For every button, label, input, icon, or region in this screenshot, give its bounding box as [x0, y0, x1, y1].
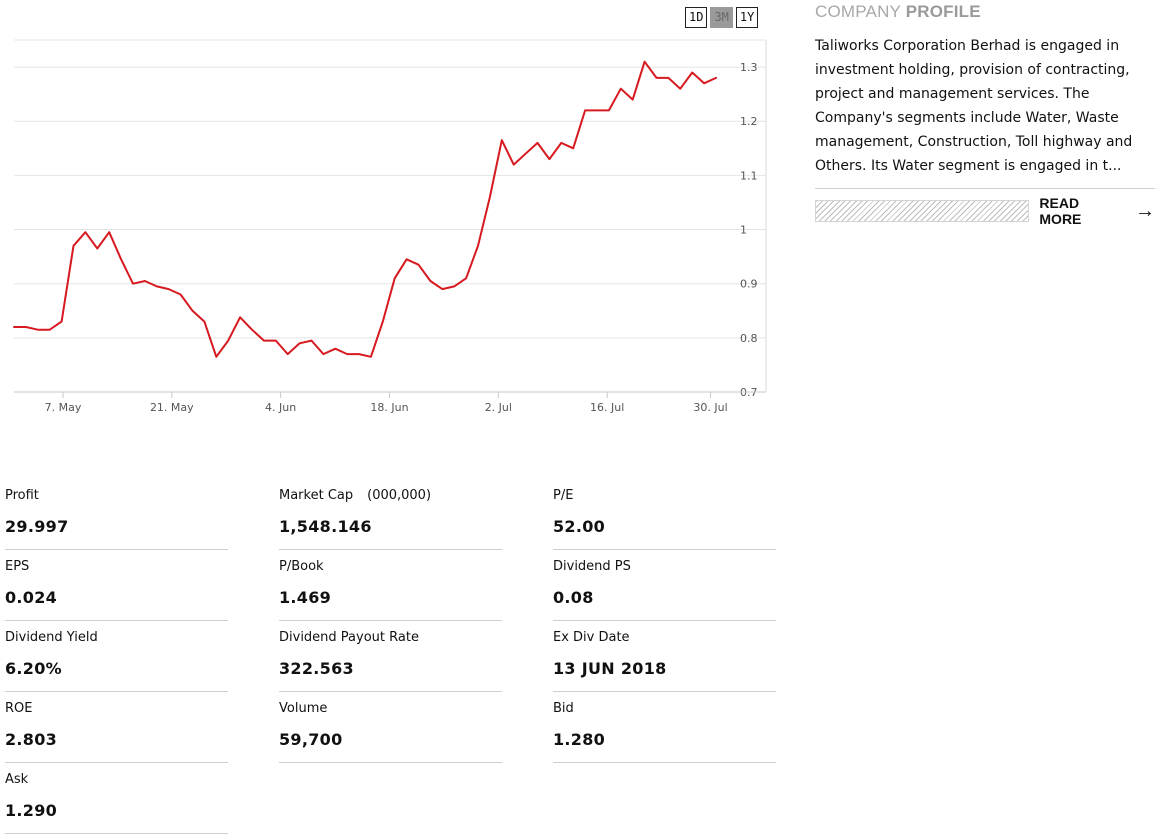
stat-value: 0.08	[553, 588, 594, 607]
profile-description: Taliworks Corporation Berhad is engaged …	[815, 38, 1133, 174]
stat-pe: P/E 52.00	[553, 478, 776, 550]
arrow-right-icon: →	[1135, 200, 1155, 222]
y-tick-label: 0.9	[740, 278, 758, 291]
company-profile: COMPANY PROFILE Taliworks Corporation Be…	[815, 0, 1155, 227]
x-tick-label: 30. Jul	[693, 401, 727, 414]
stat-label: Dividend PS	[553, 559, 631, 574]
range-1d-button[interactable]: 1D	[685, 7, 708, 28]
stat-eps: EPS 0.024	[5, 549, 228, 621]
read-more-label: READ MORE	[1039, 195, 1082, 227]
stat-label: P/Book	[279, 559, 324, 574]
profile-title-light: COMPANY	[815, 2, 906, 21]
stat-label-text: Market Cap	[279, 488, 354, 503]
stat-label: Market Cap (000,000)	[279, 488, 431, 503]
stat-market-cap: Market Cap (000,000) 1,548.146	[279, 478, 502, 550]
stat-dividend-ps: Dividend PS 0.08	[553, 549, 776, 621]
range-1y-button[interactable]: 1Y	[735, 7, 759, 28]
stat-label: Bid	[553, 701, 574, 716]
profile-divider	[815, 188, 1155, 189]
x-tick-label: 7. May	[45, 401, 82, 414]
stat-p-book: P/Book 1.469	[279, 549, 502, 621]
stat-label: Ex Div Date	[553, 630, 630, 645]
stat-bid: Bid 1.280	[553, 691, 776, 763]
stat-value: 59,700	[279, 730, 343, 749]
y-tick-label: 1.1	[740, 169, 758, 182]
y-tick-label: 1	[740, 224, 747, 237]
stat-value: 52.00	[553, 517, 606, 536]
x-tick-label: 4. Jun	[265, 401, 296, 414]
stat-label: P/E	[553, 488, 574, 503]
price-series-line	[13, 60, 717, 358]
stat-volume: Volume 59,700	[279, 691, 502, 763]
stat-unit: (000,000)	[367, 488, 432, 503]
range-selector: 1D 3M 1Y	[685, 7, 759, 28]
stat-ask: Ask 1.290	[5, 762, 228, 834]
profile-title-bold: PROFILE	[905, 2, 981, 21]
stat-profit: Profit 29.997	[5, 478, 228, 550]
stat-label: Volume	[279, 701, 328, 716]
stat-label: ROE	[5, 701, 33, 716]
stat-label: Profit	[5, 488, 39, 503]
y-tick-label: 0.8	[740, 332, 758, 345]
stat-value: 6.20%	[5, 659, 63, 678]
x-tick-label: 18. Jun	[370, 401, 408, 414]
hatch-decoration	[815, 200, 1030, 222]
stat-ex-div-date: Ex Div Date 13 JUN 2018	[553, 620, 776, 692]
stat-value: 1.290	[5, 801, 58, 820]
stat-label: Dividend Payout Rate	[279, 630, 419, 645]
stat-value: 1.469	[279, 588, 332, 607]
stat-label: Dividend Yield	[5, 630, 98, 645]
read-more-link[interactable]: READ MORE →	[1039, 195, 1155, 227]
stat-value: 1.280	[553, 730, 606, 749]
stat-value: 322.563	[279, 659, 354, 678]
x-tick-label: 21. May	[150, 401, 194, 414]
stat-label: EPS	[5, 559, 30, 574]
stat-value: 0.024	[5, 588, 58, 607]
read-more-row: READ MORE →	[815, 195, 1155, 227]
stat-dividend-yield: Dividend Yield 6.20%	[5, 620, 228, 692]
stat-roe: ROE 2.803	[5, 691, 228, 763]
profile-title: COMPANY PROFILE	[815, 2, 1155, 22]
y-tick-label: 1.3	[740, 61, 758, 74]
stat-label: Ask	[5, 772, 29, 787]
stat-value: 2.803	[5, 730, 58, 749]
range-3m-button[interactable]: 3M	[710, 7, 733, 28]
stat-value: 13 JUN 2018	[553, 659, 667, 678]
x-tick-label: 2. Jul	[485, 401, 512, 414]
y-tick-label: 1.2	[740, 115, 758, 128]
stat-value: 29.997	[5, 517, 69, 536]
price-chart: 0.70.80.911.11.21.37. May 21. May 4. Jun 18…	[13, 39, 767, 414]
stat-value: 1,548.146	[279, 517, 372, 536]
stat-dividend-payout-rate: Dividend Payout Rate 322.563	[279, 620, 502, 692]
x-tick-label: 16. Jul	[590, 401, 624, 414]
